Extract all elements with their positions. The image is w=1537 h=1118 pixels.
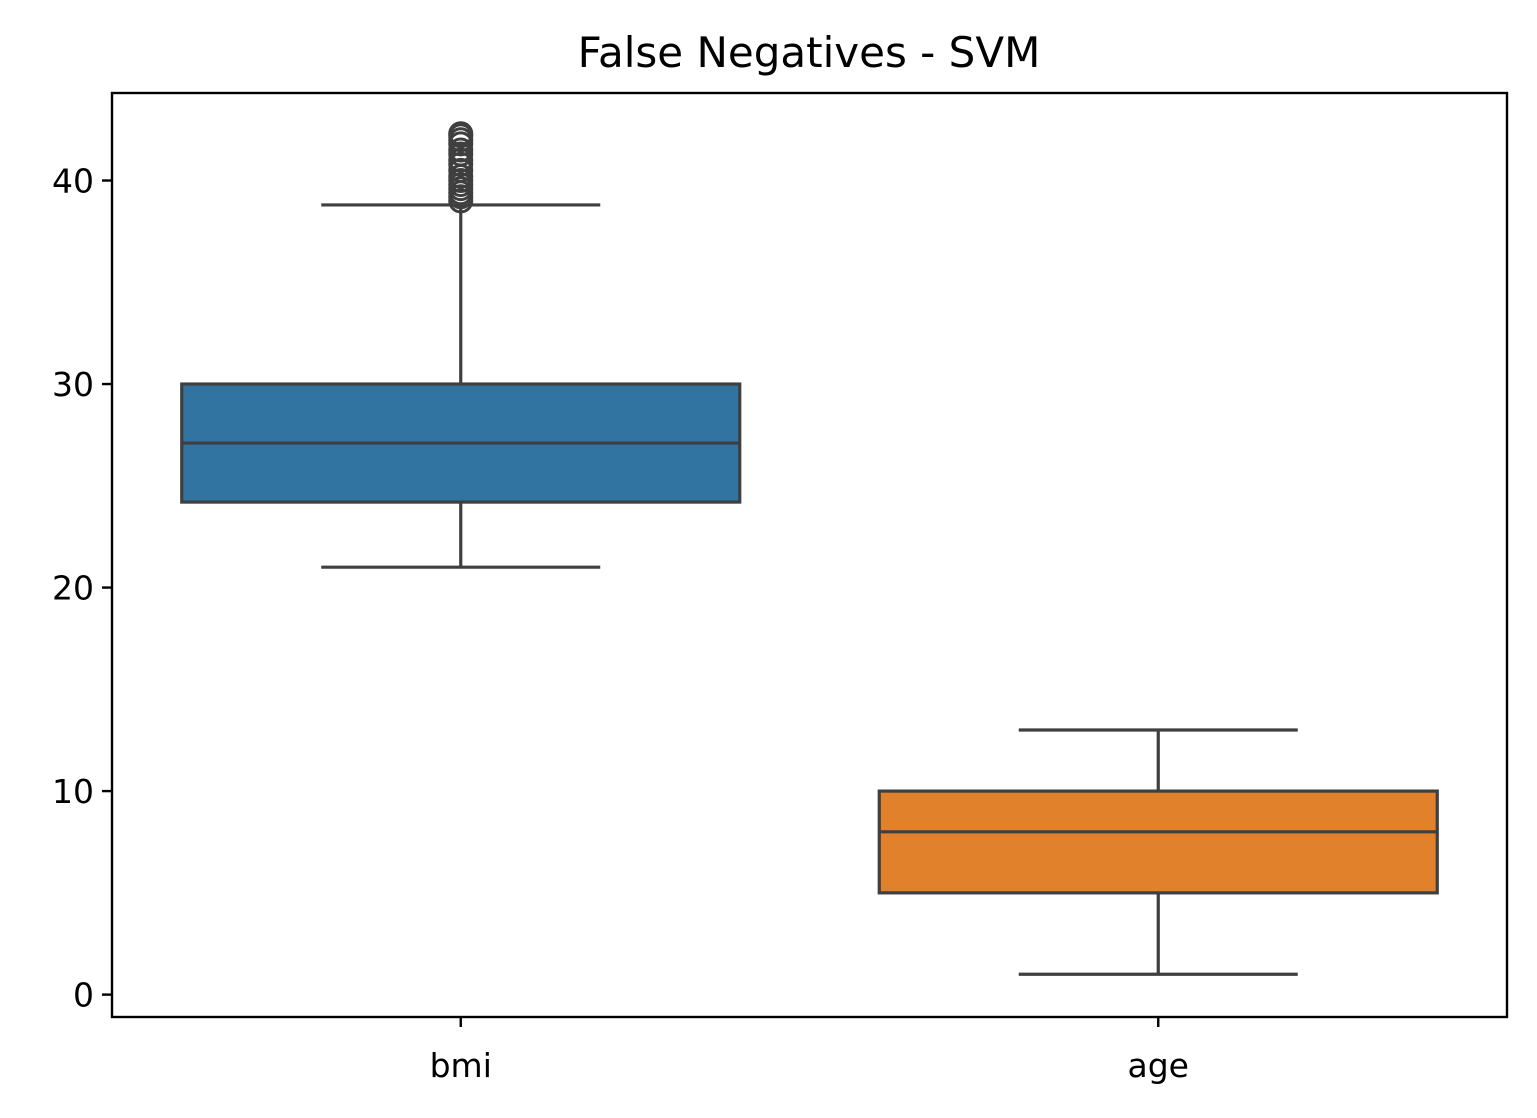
- y-tick-label: 30: [52, 365, 94, 404]
- outlier-point: [448, 137, 474, 163]
- y-axis: 0 10 20 30 40: [52, 162, 112, 1015]
- y-tick-label: 0: [73, 976, 94, 1015]
- y-tick-label: 40: [52, 162, 94, 201]
- x-tick-label-age: age: [1128, 1046, 1189, 1085]
- y-tick-label: 20: [52, 569, 94, 608]
- outlier-point: [448, 121, 474, 147]
- x-tick-label-bmi: bmi: [430, 1046, 492, 1085]
- plot-area: [110, 91, 1509, 1019]
- x-axis: bmi age: [430, 1017, 1189, 1085]
- y-tick-label: 10: [52, 772, 94, 811]
- box-body: [877, 789, 1439, 895]
- box-bmi: [180, 121, 742, 569]
- box-plots: [180, 121, 1439, 976]
- box-age: [877, 728, 1439, 976]
- chart-title: False Negatives - SVM: [578, 28, 1041, 77]
- outlier-point: [448, 147, 474, 173]
- outlier-point: [448, 157, 474, 183]
